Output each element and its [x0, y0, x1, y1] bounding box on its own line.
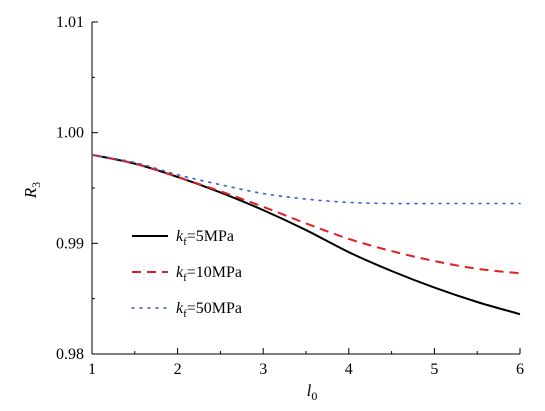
series-layer	[91, 153, 521, 316]
y-axis-title: R3	[21, 182, 43, 199]
x-tick-label: 5	[430, 361, 438, 378]
x-tick-label: 3	[259, 361, 267, 378]
axis-labels: l0 R3	[21, 182, 317, 403]
legend-label-1: kf=5MPa	[176, 228, 234, 248]
x-tick-label: 2	[174, 361, 182, 378]
y-tick-label: 0.98	[56, 346, 84, 363]
axes: 1 2 3 4 5 6 0.98 0.99 1.00 1.01	[56, 14, 524, 378]
y-tick-label: 0.99	[56, 235, 84, 252]
series-line-3	[91, 154, 521, 205]
series-line-1	[91, 153, 521, 316]
series-line-2	[91, 153, 521, 275]
legend-label-2: kf=10MPa	[176, 264, 242, 284]
x-tick-label: 1	[88, 361, 96, 378]
y-tick-label: 1.00	[56, 125, 84, 142]
legend: kf=5MPa kf=10MPa kf=50MPa	[131, 228, 242, 320]
x-axis-title: l0	[307, 381, 318, 403]
x-tick-label: 6	[516, 361, 524, 378]
x-tick-label: 4	[345, 361, 353, 378]
y-tick-label: 1.01	[56, 14, 84, 31]
legend-label-3: kf=50MPa	[176, 300, 242, 320]
